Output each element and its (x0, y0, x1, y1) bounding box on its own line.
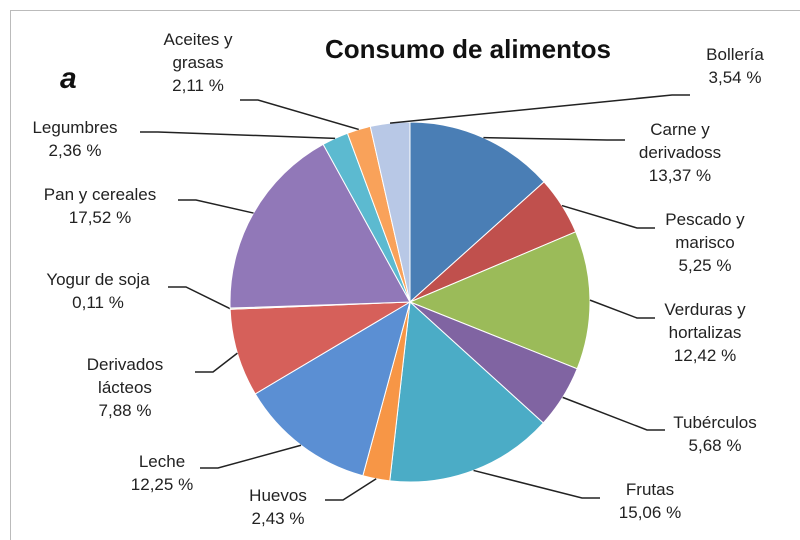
slice-name: Bollería (706, 45, 764, 64)
pie-slice (389, 300, 545, 483)
slice-name: Aceites y grasas (163, 30, 233, 72)
pie-slice (254, 300, 411, 477)
slice-name: Derivados lácteos (86, 355, 164, 397)
leader-line (589, 299, 655, 319)
chart-title: Consumo de alimentos (324, 34, 612, 64)
slice-label: Yogur de soja 0,11 % (46, 268, 149, 314)
slice-label: Tubérculos 5,68 % (673, 411, 756, 457)
leader-line (483, 136, 625, 141)
leader-line (168, 286, 231, 310)
leader-line (178, 199, 254, 214)
slice-name: Tubérculos (673, 413, 757, 432)
slice-value: 0,11 % (72, 293, 124, 312)
slice-value: 17,52 % (68, 208, 132, 227)
slice-label: Derivados lácteos 7,88 % (87, 353, 164, 422)
slice-value: 2,43 % (251, 509, 305, 528)
leader-line (473, 469, 600, 499)
slice-label: Bollería 3,54 % (706, 43, 764, 89)
slice-value: 3,54 % (708, 68, 762, 87)
slice-value: 2,11 % (172, 76, 224, 95)
leader-line (200, 444, 302, 469)
slice-value: 5,25 % (678, 256, 732, 275)
leader-line (562, 396, 665, 431)
slice-label: Legumbres 2,36 % (32, 116, 117, 162)
leader-line (195, 352, 238, 373)
slice-value: 7,88 % (98, 401, 152, 420)
slice-label: Pan y cereales 17,52 % (44, 183, 156, 229)
slice-name: Legumbres (32, 118, 118, 137)
slice-label: Verduras y hortalizas 12,42 % (664, 298, 745, 367)
slice-name: Verduras y hortalizas (664, 300, 746, 342)
slice-name: Carne y derivadoss (638, 120, 722, 162)
slice-value: 12,25 % (130, 475, 194, 494)
leader-line (389, 94, 690, 124)
slice-label: Frutas 15,06 % (619, 478, 681, 524)
chart-border (10, 10, 800, 540)
leader-line (325, 478, 377, 501)
slice-value: 13,37 % (648, 166, 712, 185)
slice-name: Huevos (249, 486, 307, 505)
slice-label: Pescado y marisco 5,25 % (665, 208, 744, 277)
leader-line (561, 204, 655, 229)
slice-label: Aceites y grasas 2,11 % (164, 28, 233, 97)
leader-line (240, 99, 359, 131)
slice-value: 12,42 % (673, 346, 737, 365)
slice-label: Huevos 2,43 % (249, 484, 307, 530)
leader-line (140, 131, 336, 140)
slice-label: Leche 12,25 % (131, 450, 193, 496)
slice-value: 15,06 % (618, 503, 682, 522)
pie-slice (369, 121, 411, 303)
slice-name: Leche (138, 452, 186, 471)
slice-value: 5,68 % (688, 436, 742, 455)
pie-slice (408, 231, 591, 370)
slice-name: Frutas (625, 480, 675, 499)
panel-label: a (60, 62, 77, 95)
pie-slice (409, 121, 545, 304)
slice-name: Yogur de soja (46, 270, 150, 289)
slice-label: Carne y derivadoss 13,37 % (639, 118, 721, 187)
slice-value: 2,36 % (48, 141, 102, 160)
slice-name: Pan y cereales (43, 185, 157, 204)
slice-name: Pescado y marisco (665, 210, 745, 252)
